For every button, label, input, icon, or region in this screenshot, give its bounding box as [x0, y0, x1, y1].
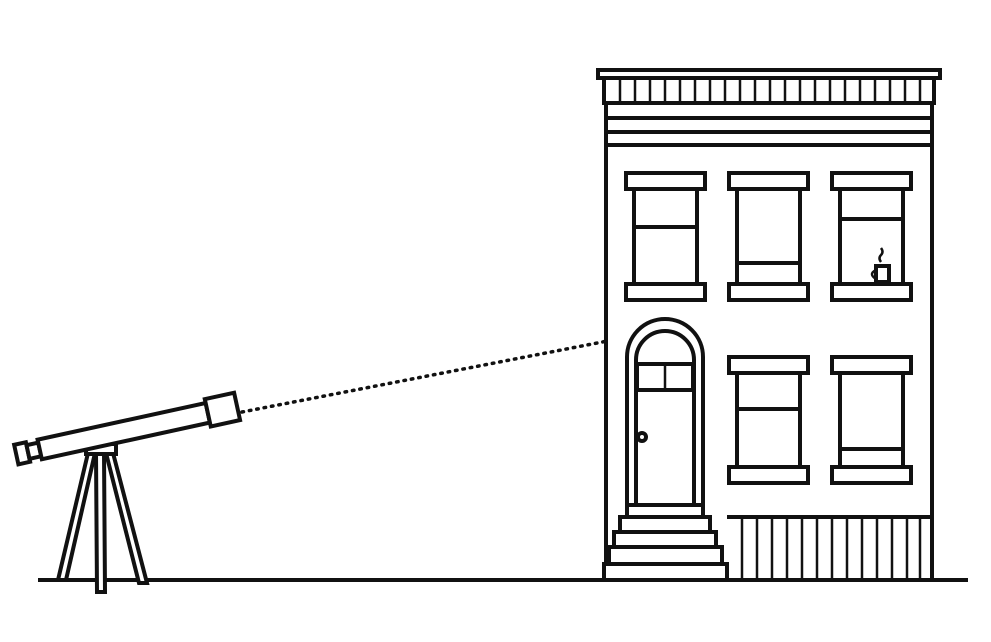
door-knob: [636, 431, 648, 443]
tripod-leg-center: [93, 451, 108, 594]
front-door: [625, 317, 705, 519]
basement-railing: [727, 515, 932, 580]
tripod-leg-right: [103, 451, 150, 585]
window-upper-right: [830, 171, 913, 302]
telescope-tube: [35, 400, 213, 462]
window-lower-center: [727, 355, 810, 485]
steam: [878, 247, 884, 263]
tripod-leg-left: [55, 451, 98, 582]
cornice-bracket-lines: [618, 78, 922, 103]
coffee-mug: [870, 247, 891, 284]
row-house: [596, 68, 942, 582]
dew-shield: [202, 390, 243, 429]
stoop-steps: [602, 515, 729, 582]
window-upper-center: [727, 171, 810, 302]
telescope: [11, 390, 243, 594]
tripod: [55, 442, 150, 594]
window-upper-left: [624, 171, 707, 302]
window-lower-right: [830, 355, 913, 485]
